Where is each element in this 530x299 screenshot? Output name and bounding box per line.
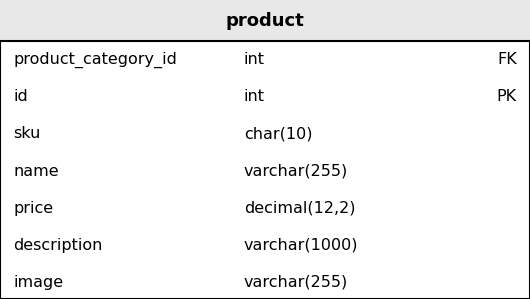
Text: price: price: [13, 201, 54, 216]
Text: description: description: [13, 238, 103, 253]
Text: varchar(255): varchar(255): [244, 164, 348, 179]
Text: decimal(12,2): decimal(12,2): [244, 201, 355, 216]
Text: varchar(1000): varchar(1000): [244, 238, 358, 253]
Text: id: id: [13, 89, 28, 104]
Text: PK: PK: [497, 89, 517, 104]
Text: product_category_id: product_category_id: [13, 52, 177, 68]
Text: FK: FK: [497, 52, 517, 67]
Bar: [0, 0, 530, 41]
Text: int: int: [244, 89, 265, 104]
Text: product: product: [226, 12, 304, 30]
Text: name: name: [13, 164, 59, 179]
Text: int: int: [244, 52, 265, 67]
Text: image: image: [13, 275, 64, 290]
Text: char(10): char(10): [244, 126, 312, 141]
Text: varchar(255): varchar(255): [244, 275, 348, 290]
Text: sku: sku: [13, 126, 41, 141]
